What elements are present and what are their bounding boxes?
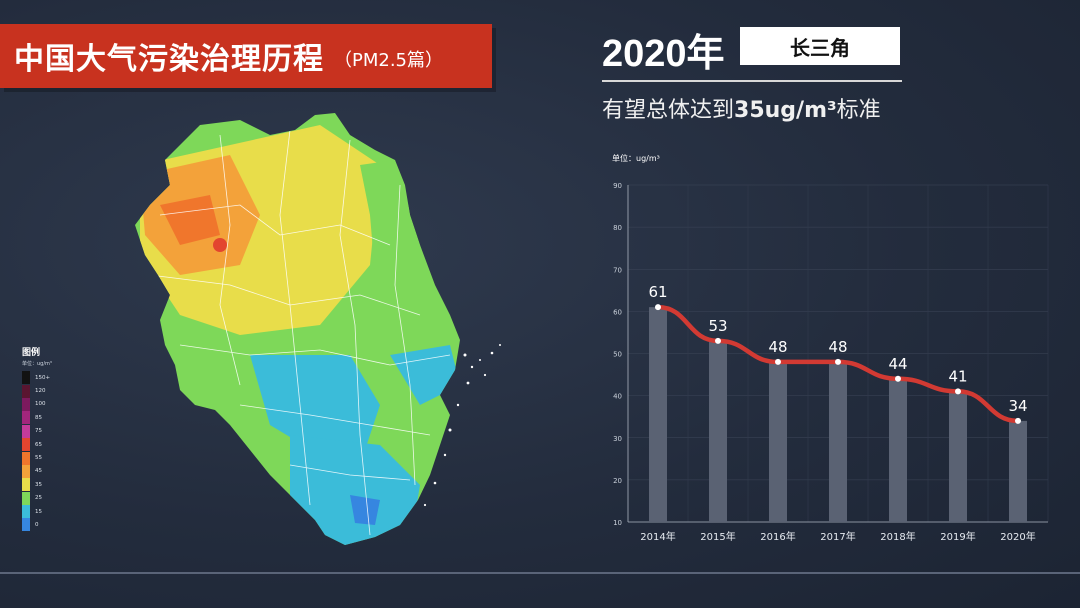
banner-title: 中国大气污染治理历程 (14, 42, 324, 77)
legend-item: 65 (22, 438, 52, 452)
data-point (655, 304, 661, 311)
region-label: 长三角 (740, 27, 900, 65)
legend-item: 35 (22, 478, 52, 492)
year-label: 2020年 (602, 33, 725, 75)
y-tick-label: 20 (613, 477, 622, 485)
bar (769, 361, 787, 522)
legend-label: 150+ (35, 374, 51, 381)
data-label: 41 (948, 367, 967, 385)
subtitle-post: 标准 (836, 98, 881, 123)
legend-swatch (22, 491, 30, 505)
legend-swatch (22, 518, 30, 532)
legend-label: 75 (35, 428, 42, 435)
legend-swatch (22, 438, 30, 452)
legend-item: 120 (22, 384, 52, 398)
pm25-chart: 单位：ug/m³ 10 20 30 40 50 60 70 80 90 61 53 48 48 44 41 34… (600, 150, 1070, 550)
data-label: 53 (708, 317, 727, 335)
x-tick-label: 2014年 (640, 530, 675, 543)
y-tick-label: 40 (613, 393, 622, 401)
legend-item: 55 (22, 451, 52, 465)
subtitle-pre: 有望总体达到 (602, 98, 735, 123)
data-label: 34 (1008, 397, 1027, 415)
data-point (895, 375, 901, 382)
chart-svg: 单位：ug/m³ 10 20 30 40 50 60 70 80 90 61 53 48 48 44 41 34… (612, 153, 1049, 543)
legend-label: 0 (35, 521, 39, 528)
x-tick-label: 2016年 (760, 530, 795, 543)
y-tick-label: 10 (613, 519, 622, 527)
legend-items: 150+ 120 100 85 75 65 55 45 35 25 15 0 (22, 371, 52, 532)
y-tick-label: 70 (613, 266, 622, 274)
subtitle-bold: 35ug/m³ (734, 98, 837, 123)
legend-item: 150+ (22, 371, 52, 385)
y-tick-label: 90 (613, 182, 622, 190)
data-point (775, 358, 781, 365)
legend-label: 35 (35, 481, 42, 488)
legend-swatch (22, 411, 30, 425)
legend-item: 75 (22, 424, 52, 438)
data-label: 48 (768, 338, 787, 356)
legend-item: 15 (22, 505, 52, 519)
legend-label: 55 (35, 455, 42, 462)
legend-title: 图例 (22, 348, 41, 358)
pm25-map (120, 105, 510, 550)
bottom-divider (0, 572, 1080, 574)
chart-subtitle: 有望总体达到35ug/m³标准 (602, 92, 881, 124)
legend-unit: 单位：ug/m³ (22, 361, 52, 367)
legend-swatch (22, 464, 30, 478)
x-tick-label: 2020年 (1000, 530, 1035, 543)
x-tick-label: 2018年 (880, 530, 915, 543)
legend-item: 25 (22, 491, 52, 505)
x-tick-label: 2019年 (940, 530, 975, 543)
legend-label: 65 (35, 441, 42, 448)
bar (709, 340, 727, 522)
legend-swatch (22, 451, 30, 465)
coastal-islands (423, 344, 501, 507)
legend-label: 45 (35, 468, 42, 475)
map-legend: 图例 单位：ug/m³ 150+ 120 100 85 75 65 55 45 35 25 15 0 (22, 345, 52, 532)
data-label: 61 (648, 283, 667, 301)
data-point (715, 337, 721, 344)
title-banner: 中国大气污染治理历程 （PM2.5篇） (0, 24, 492, 88)
x-tick-label: 2015年 (700, 530, 735, 543)
legend-label: 25 (35, 495, 42, 502)
banner-subtitle: （PM2.5篇） (334, 50, 444, 71)
y-tick-label: 30 (613, 435, 622, 443)
x-tick-label: 2017年 (820, 530, 855, 543)
legend-swatch (22, 371, 30, 385)
legend-label: 100 (35, 401, 46, 408)
legend-swatch (22, 397, 30, 411)
data-point (1015, 417, 1021, 424)
legend-label: 120 (35, 388, 46, 395)
y-tick-label: 60 (613, 308, 622, 316)
y-tick-label: 50 (613, 351, 622, 359)
legend-swatch (22, 424, 30, 438)
bar (1009, 420, 1027, 522)
legend-item: 85 (22, 411, 52, 425)
legend-item: 45 (22, 464, 52, 478)
chart-unit-label: 单位：ug/m³ (612, 153, 660, 163)
map-svg (135, 113, 501, 545)
legend-item: 100 (22, 397, 52, 411)
legend-swatch (22, 478, 30, 492)
header-divider (602, 80, 902, 82)
bar (949, 391, 967, 522)
data-label: 48 (828, 338, 847, 356)
legend-item: 0 (22, 518, 52, 532)
bar (889, 378, 907, 522)
y-tick-label: 80 (613, 224, 622, 232)
bar (649, 307, 667, 522)
data-label: 44 (888, 355, 907, 373)
bar (829, 361, 847, 522)
legend-label: 85 (35, 414, 42, 421)
legend-label: 15 (35, 508, 42, 515)
legend-swatch (22, 505, 30, 519)
region-text: 长三角 (790, 35, 850, 60)
data-point (835, 358, 841, 365)
data-point (955, 388, 961, 395)
legend-swatch (22, 384, 30, 398)
